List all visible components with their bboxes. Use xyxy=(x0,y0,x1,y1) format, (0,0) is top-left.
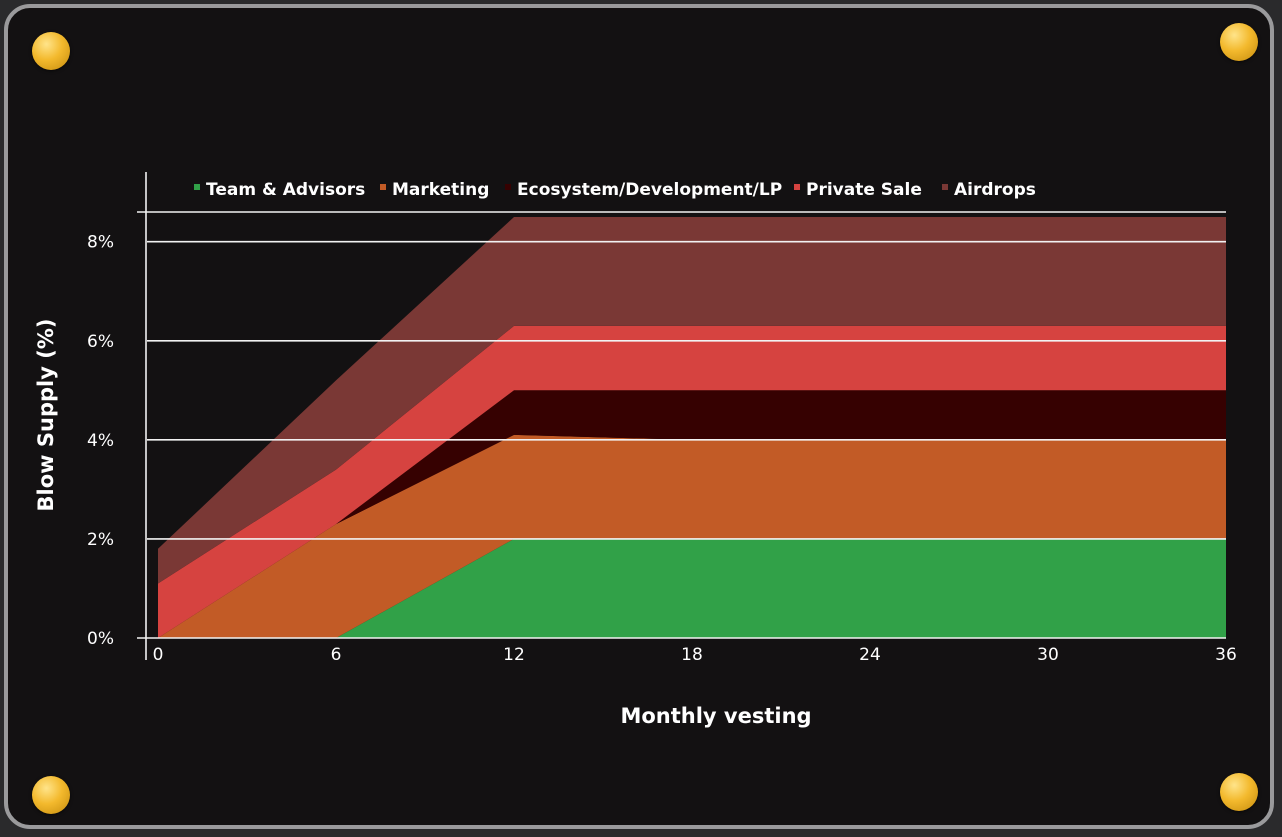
x-tick-label: 12 xyxy=(503,645,525,665)
screw-icon xyxy=(32,32,70,70)
x-tick-label: 0 xyxy=(153,645,164,665)
legend-swatch-ecosystem-development-lp xyxy=(505,184,511,190)
legend-label-ecosystem-development-lp: Ecosystem/Development/LP xyxy=(517,180,782,200)
x-tick-label: 6 xyxy=(331,645,342,665)
gridlines xyxy=(137,211,1226,540)
screw-icon xyxy=(32,776,70,814)
area-team-advisors xyxy=(158,538,1226,638)
tick-labels: 0 6 12 18 24 30 36 0% 2% 4% 6% 8% xyxy=(87,233,1237,665)
legend-label-airdrops: Airdrops xyxy=(954,180,1036,200)
y-tick-label: 2% xyxy=(87,530,114,550)
legend-swatch-private-sale xyxy=(794,184,800,190)
y-tick-label: 6% xyxy=(87,332,114,352)
x-tick-label: 24 xyxy=(859,645,881,665)
legend-swatch-marketing xyxy=(380,184,386,190)
x-axis-title: Monthly vesting xyxy=(620,704,811,728)
x-tick-label: 18 xyxy=(681,645,703,665)
y-tick-label: 0% xyxy=(87,629,114,649)
y-tick-label: 4% xyxy=(87,431,114,451)
axes xyxy=(137,172,1226,660)
y-tick-label: 8% xyxy=(87,233,114,253)
x-tick-label: 30 xyxy=(1037,645,1059,665)
legend-swatch-airdrops xyxy=(942,184,948,190)
series-areas xyxy=(158,217,1226,638)
screw-icon xyxy=(1220,23,1258,61)
legend: Team & Advisors Marketing Ecosystem/Develo… xyxy=(194,180,1036,200)
legend-label-team-advisors: Team & Advisors xyxy=(206,180,365,200)
legend-label-marketing: Marketing xyxy=(392,180,489,200)
area-marketing xyxy=(158,434,1226,638)
y-axis-title: Blow Supply (%) xyxy=(34,319,58,512)
area-airdrops xyxy=(158,217,1226,584)
area-private-sale xyxy=(158,325,1226,638)
x-tick-label: 36 xyxy=(1215,645,1237,665)
screw-icon xyxy=(1220,773,1258,811)
legend-label-private-sale: Private Sale xyxy=(806,180,922,200)
legend-swatch-team-advisors xyxy=(194,184,200,190)
